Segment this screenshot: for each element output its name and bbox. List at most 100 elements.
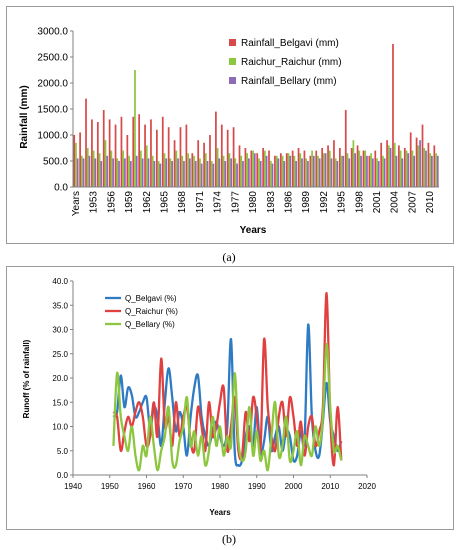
bar	[354, 153, 357, 187]
legend-label: Q_Raichur (%)	[125, 307, 178, 316]
bar	[183, 161, 185, 187]
bar	[413, 155, 416, 187]
bar	[291, 150, 294, 187]
bar	[253, 153, 256, 187]
bar	[200, 163, 203, 187]
x-tick-label: 1953	[89, 191, 100, 214]
bar	[269, 161, 272, 187]
bar	[328, 150, 331, 187]
bar	[120, 116, 123, 187]
bar	[110, 150, 113, 187]
bar	[324, 153, 327, 187]
bar	[279, 153, 282, 187]
bar	[362, 150, 365, 187]
bar	[421, 124, 424, 187]
bar	[236, 163, 238, 187]
x-tick-label: 2000	[285, 482, 303, 491]
bar	[371, 158, 374, 187]
bar	[435, 153, 437, 187]
bar	[277, 158, 280, 187]
bar	[147, 158, 150, 187]
bar	[425, 150, 427, 187]
bar	[112, 158, 114, 187]
y-tick-label: 20.0	[52, 374, 68, 383]
bar	[159, 163, 162, 187]
x-tick-label: 1970	[174, 482, 192, 491]
bar-chart-panel: 0.0 500.0 1000.0 1500.0 2000.0 2500.0 3000.0 Y…	[6, 6, 454, 244]
bar	[163, 153, 166, 187]
bar	[132, 116, 135, 187]
bar	[409, 132, 412, 187]
bar	[218, 158, 221, 187]
bar	[346, 153, 349, 187]
x-axis-label: Years	[209, 508, 231, 517]
bar	[334, 158, 337, 187]
bar	[356, 145, 359, 187]
x-tick-label: 1980	[248, 191, 259, 214]
x-tick-label: 1971	[195, 191, 206, 214]
bar	[94, 158, 97, 187]
y-tick-label: 2500.0	[37, 53, 68, 64]
bar	[161, 116, 164, 187]
bar	[387, 145, 390, 187]
bar	[144, 124, 146, 187]
bar	[124, 158, 126, 187]
bar	[79, 132, 81, 187]
y-tick-label: 35.0	[52, 301, 68, 310]
y-tick-label: 25.0	[52, 350, 68, 359]
y-tick-label: 10.0	[52, 423, 68, 432]
bar	[303, 150, 306, 187]
bar	[285, 153, 288, 187]
bar	[352, 140, 355, 187]
legend-label: Rainfall_Bellary (mm)	[241, 76, 337, 87]
x-tick-label: 1962	[142, 191, 153, 214]
bar	[399, 150, 402, 187]
bar	[80, 155, 83, 187]
bar	[283, 161, 286, 187]
bar	[275, 155, 278, 187]
bar	[157, 161, 160, 187]
x-tick-label: 1980	[211, 482, 229, 491]
bar	[407, 153, 410, 187]
bar	[179, 127, 182, 187]
bar	[106, 155, 109, 187]
bar	[436, 155, 439, 187]
bar	[376, 158, 378, 187]
bar	[216, 148, 219, 187]
bar	[370, 153, 372, 187]
y-tick-label: 1500.0	[37, 105, 68, 116]
y-tick-label: 2000.0	[37, 79, 68, 90]
bar	[382, 155, 384, 187]
bar	[240, 155, 243, 187]
bar	[398, 145, 400, 187]
bar	[350, 148, 353, 187]
bar	[116, 158, 119, 187]
x-tick-label: 1983	[266, 191, 277, 214]
legend-label: Rainfall_Belgavi (mm)	[241, 38, 339, 49]
x-tick-label: 2004	[390, 191, 401, 214]
legend-swatch	[229, 77, 236, 84]
line-chart-panel: 0.0 5.0 10.0 15.0 20.0 25.0 30.0 35.0 40.0 1940 1…	[6, 266, 454, 530]
bar	[368, 155, 371, 187]
legend: Q_Belgavi (%) Q_Raichur (%) Q_Bellary (%)	[105, 294, 178, 329]
bar	[305, 158, 308, 187]
x-tick-label: 1960	[138, 482, 156, 491]
x-tick-label: 1986	[283, 191, 294, 214]
bar	[104, 140, 107, 187]
bar	[88, 155, 91, 187]
bar	[423, 148, 426, 187]
bar	[415, 137, 418, 187]
bar	[238, 145, 241, 187]
bar	[336, 161, 339, 187]
caption-a: (a)	[222, 250, 236, 264]
bar	[274, 155, 276, 187]
bar	[75, 142, 77, 187]
bar	[311, 150, 313, 187]
bar	[203, 142, 205, 187]
bar	[289, 155, 292, 187]
bar	[91, 119, 93, 187]
bar	[169, 158, 172, 187]
bar	[348, 158, 351, 187]
bar	[155, 129, 158, 187]
legend-swatch	[229, 58, 236, 65]
